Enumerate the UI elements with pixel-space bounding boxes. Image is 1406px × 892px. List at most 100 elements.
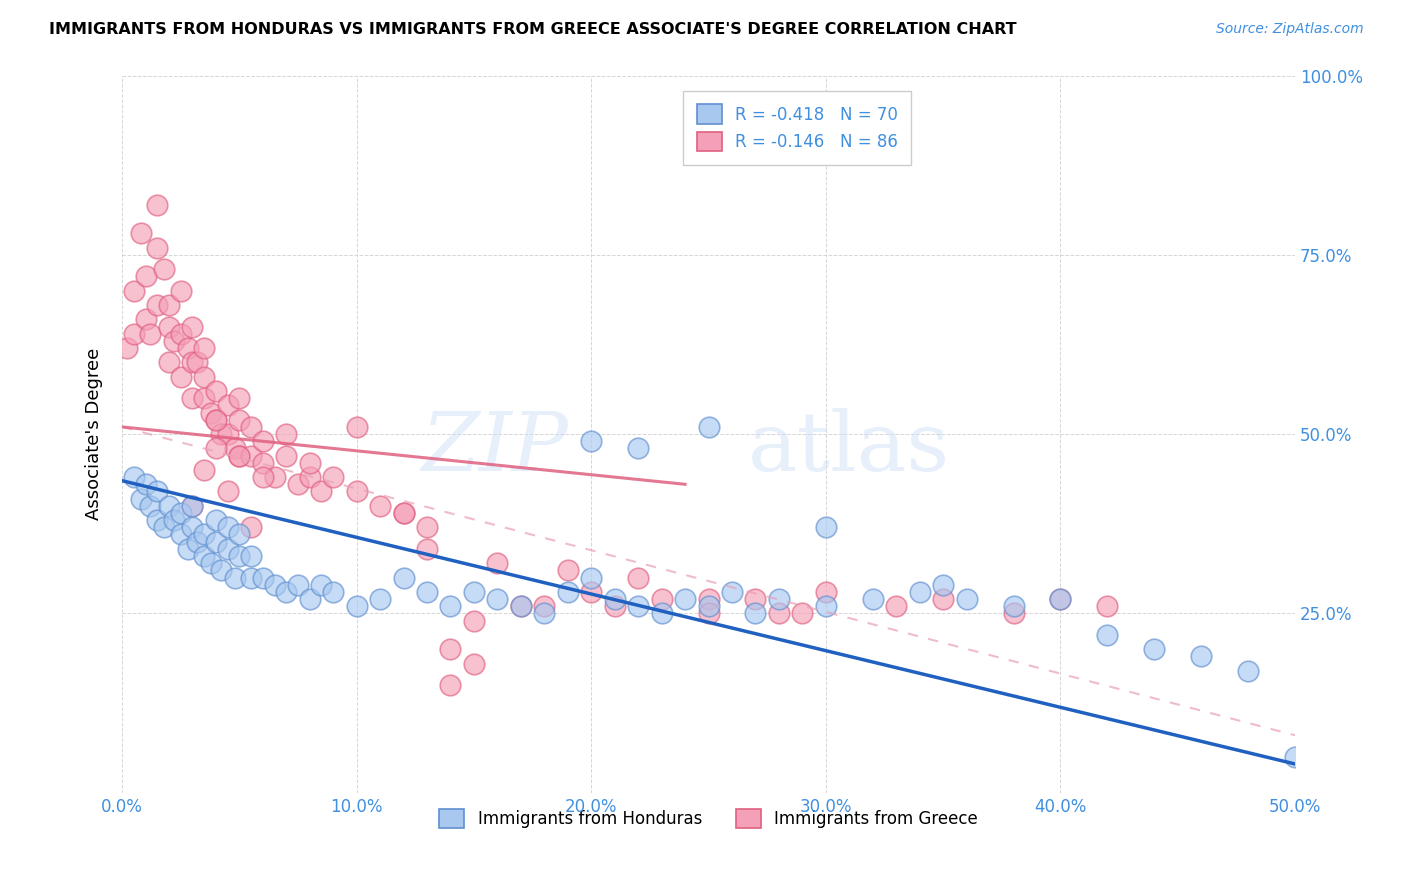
Point — [1002, 599, 1025, 614]
Point — [697, 599, 720, 614]
Point — [932, 577, 955, 591]
Point — [603, 599, 626, 614]
Point — [1049, 592, 1071, 607]
Point — [129, 227, 152, 241]
Point — [252, 470, 274, 484]
Point — [697, 607, 720, 621]
Point — [157, 499, 180, 513]
Point — [298, 470, 321, 484]
Point — [193, 549, 215, 563]
Point — [146, 513, 169, 527]
Point — [177, 541, 200, 556]
Point — [170, 284, 193, 298]
Point — [368, 499, 391, 513]
Point — [276, 449, 298, 463]
Point — [157, 298, 180, 312]
Point — [228, 549, 250, 563]
Point — [908, 585, 931, 599]
Point — [697, 592, 720, 607]
Point — [224, 570, 246, 584]
Point — [252, 434, 274, 449]
Point — [768, 592, 790, 607]
Point — [744, 607, 766, 621]
Point — [416, 585, 439, 599]
Text: Source: ZipAtlas.com: Source: ZipAtlas.com — [1216, 22, 1364, 37]
Point — [627, 442, 650, 456]
Point — [416, 520, 439, 534]
Point — [287, 477, 309, 491]
Point — [205, 413, 228, 427]
Point — [263, 470, 285, 484]
Point — [122, 470, 145, 484]
Point — [209, 563, 232, 577]
Point — [193, 369, 215, 384]
Point — [153, 262, 176, 277]
Point — [346, 420, 368, 434]
Point — [134, 269, 156, 284]
Point — [463, 585, 485, 599]
Point — [170, 326, 193, 341]
Point — [181, 355, 204, 369]
Point — [228, 449, 250, 463]
Point — [557, 563, 579, 577]
Point — [581, 434, 603, 449]
Point — [181, 391, 204, 405]
Legend: Immigrants from Honduras, Immigrants from Greece: Immigrants from Honduras, Immigrants fro… — [433, 802, 984, 835]
Point — [533, 599, 555, 614]
Point — [146, 298, 169, 312]
Point — [651, 592, 673, 607]
Point — [463, 614, 485, 628]
Point — [115, 341, 138, 355]
Point — [439, 678, 461, 692]
Point — [627, 599, 650, 614]
Point — [224, 442, 246, 456]
Point — [1049, 592, 1071, 607]
Point — [287, 577, 309, 591]
Point — [205, 442, 228, 456]
Point — [1097, 599, 1119, 614]
Point — [228, 527, 250, 541]
Point — [322, 470, 344, 484]
Point — [276, 585, 298, 599]
Point — [139, 499, 162, 513]
Point — [298, 592, 321, 607]
Point — [139, 326, 162, 341]
Point — [533, 607, 555, 621]
Point — [146, 197, 169, 211]
Point — [392, 506, 415, 520]
Point — [509, 599, 531, 614]
Point — [186, 534, 208, 549]
Point — [134, 312, 156, 326]
Point — [311, 577, 333, 591]
Point — [744, 592, 766, 607]
Point — [181, 499, 204, 513]
Point — [368, 592, 391, 607]
Point — [217, 427, 239, 442]
Point — [697, 420, 720, 434]
Point — [768, 607, 790, 621]
Point — [439, 642, 461, 657]
Point — [153, 520, 176, 534]
Point — [240, 520, 263, 534]
Point — [276, 427, 298, 442]
Point — [193, 391, 215, 405]
Point — [170, 506, 193, 520]
Point — [170, 527, 193, 541]
Text: atlas: atlas — [748, 409, 950, 489]
Point — [134, 477, 156, 491]
Point — [228, 391, 250, 405]
Point — [157, 355, 180, 369]
Point — [240, 549, 263, 563]
Point — [263, 577, 285, 591]
Y-axis label: Associate's Degree: Associate's Degree — [86, 348, 103, 520]
Point — [322, 585, 344, 599]
Point — [146, 484, 169, 499]
Point — [205, 413, 228, 427]
Point — [163, 513, 186, 527]
Point — [932, 592, 955, 607]
Point — [1002, 607, 1025, 621]
Point — [240, 570, 263, 584]
Point — [252, 570, 274, 584]
Point — [240, 449, 263, 463]
Point — [200, 406, 222, 420]
